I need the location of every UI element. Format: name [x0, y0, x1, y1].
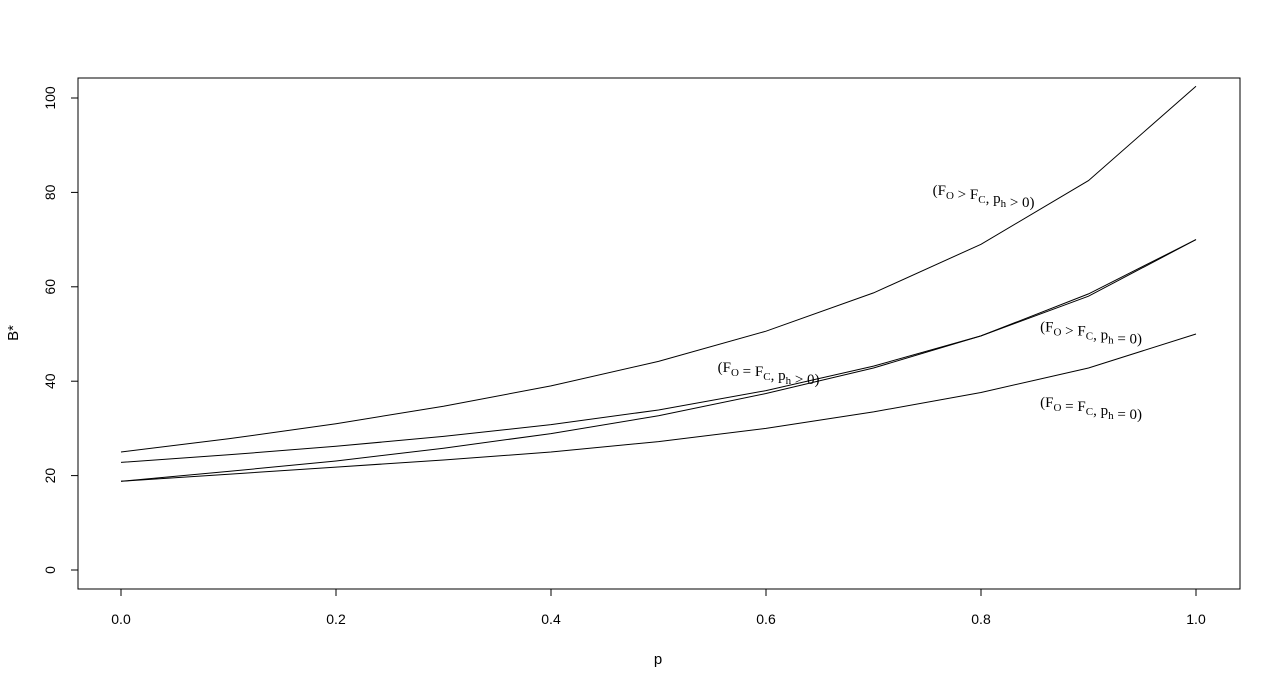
annotation-part: (	[1040, 395, 1045, 411]
series-line-2	[120, 239, 1197, 463]
annotation-part: F	[1077, 324, 1085, 340]
annotation-part: C	[763, 371, 770, 383]
y-tick-label: 100	[42, 86, 58, 110]
annotation-part: F	[970, 187, 978, 203]
annotation-part: )	[1030, 195, 1035, 211]
y-tick-label: 80	[42, 184, 58, 200]
series-line-1	[120, 85, 1197, 453]
annotation-3: (FO > FC, ph = 0)	[1040, 320, 1142, 348]
y-tick-label: 60	[42, 279, 58, 295]
annotation-part: F	[938, 183, 946, 199]
x-axis: 0.0 0.2 0.4 0.6 0.8 1.0	[111, 588, 1206, 627]
annotation-layer: (FO > FC, ph > 0)(FO = FC, ph > 0)(FO > …	[718, 183, 1142, 423]
annotation-part: h	[786, 375, 792, 387]
annotation-part: h	[1108, 335, 1114, 347]
y-axis: 0 20 40 60 80 100	[42, 86, 79, 574]
annotation-part: O	[946, 190, 954, 202]
annotation-part: > 0	[1006, 195, 1029, 211]
annotation-part: C	[978, 194, 985, 206]
annotation-part: , p	[771, 368, 786, 384]
annotation-1: (FO > FC, ph > 0)	[933, 183, 1035, 211]
annotation-part: F	[1045, 320, 1053, 336]
annotation-part: F	[1077, 399, 1085, 415]
series-line-4	[120, 333, 1197, 482]
annotation-part: , p	[1093, 403, 1108, 419]
annotation-part: C	[1086, 331, 1093, 343]
x-tick-label: 0.4	[541, 611, 561, 627]
annotation-part: =	[739, 364, 755, 380]
annotation-part: = 0	[1114, 407, 1137, 423]
annotation-part: O	[1053, 327, 1061, 339]
annotation-part: > 0	[791, 372, 814, 388]
annotation-part: =	[1061, 399, 1077, 415]
annotation-part: (	[1040, 320, 1045, 336]
annotation-part: O	[731, 367, 739, 379]
annotation-part: F	[723, 360, 731, 376]
annotation-part: , p	[986, 191, 1001, 207]
x-tick-label: 0.2	[326, 611, 346, 627]
annotation-4: (FO = FC, ph = 0)	[1040, 395, 1142, 423]
y-tick-label: 20	[42, 468, 58, 484]
annotation-part: )	[815, 372, 820, 388]
annotation-part: C	[1086, 406, 1093, 418]
annotation-part: )	[1137, 407, 1142, 423]
annotation-part: (	[718, 360, 723, 376]
x-tick-label: 0.0	[111, 611, 131, 627]
x-axis-title: p	[654, 651, 662, 668]
annotation-part: F	[1045, 395, 1053, 411]
annotation-part: h	[1001, 198, 1007, 210]
x-tick-label: 0.8	[971, 611, 991, 627]
annotation-part: , p	[1093, 328, 1108, 344]
annotation-part: F	[755, 364, 763, 380]
annotation-part: >	[954, 187, 970, 203]
annotation-part: (	[933, 183, 938, 199]
y-axis-title: B*	[5, 325, 22, 341]
series-layer	[120, 85, 1197, 482]
annotation-part: = 0	[1114, 332, 1137, 348]
x-tick-label: 0.6	[756, 611, 776, 627]
y-tick-label: 0	[42, 566, 58, 574]
annotation-part: >	[1061, 324, 1077, 340]
annotation-2: (FO = FC, ph > 0)	[718, 360, 820, 388]
x-tick-label: 1.0	[1186, 611, 1206, 627]
annotation-part: )	[1137, 332, 1142, 348]
annotation-part: O	[1053, 402, 1061, 414]
series-line-3	[120, 239, 1197, 482]
y-tick-label: 40	[42, 373, 58, 389]
annotation-part: h	[1108, 410, 1114, 422]
